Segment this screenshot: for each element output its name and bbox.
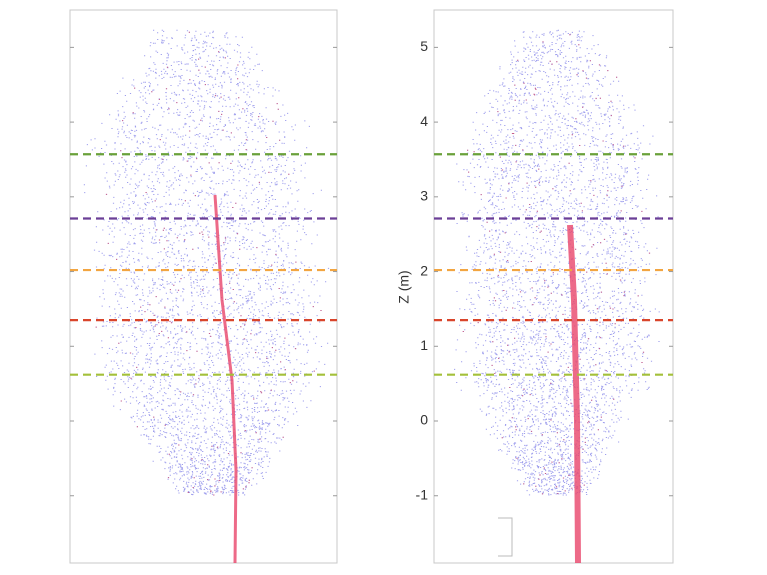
y-tick-label: 0 — [420, 412, 428, 428]
y-tick-label: 2 — [420, 262, 428, 278]
bracket — [498, 517, 513, 557]
trunk — [567, 224, 581, 564]
point-cloud-red — [95, 31, 322, 496]
y-axis-label: Z (m) — [396, 270, 412, 303]
y-tick-label: 5 — [420, 38, 428, 54]
point-cloud-red — [462, 34, 651, 495]
y-tick-label: 4 — [420, 113, 428, 129]
point-cloud — [454, 29, 660, 496]
right-panel-frame — [433, 9, 674, 564]
y-tick-label: -1 — [416, 486, 429, 502]
trunk — [213, 194, 238, 564]
left-panel-frame — [69, 9, 338, 564]
point-cloud — [83, 29, 330, 496]
y-tick-label: 1 — [420, 337, 428, 353]
y-tick-label: 3 — [420, 188, 428, 204]
